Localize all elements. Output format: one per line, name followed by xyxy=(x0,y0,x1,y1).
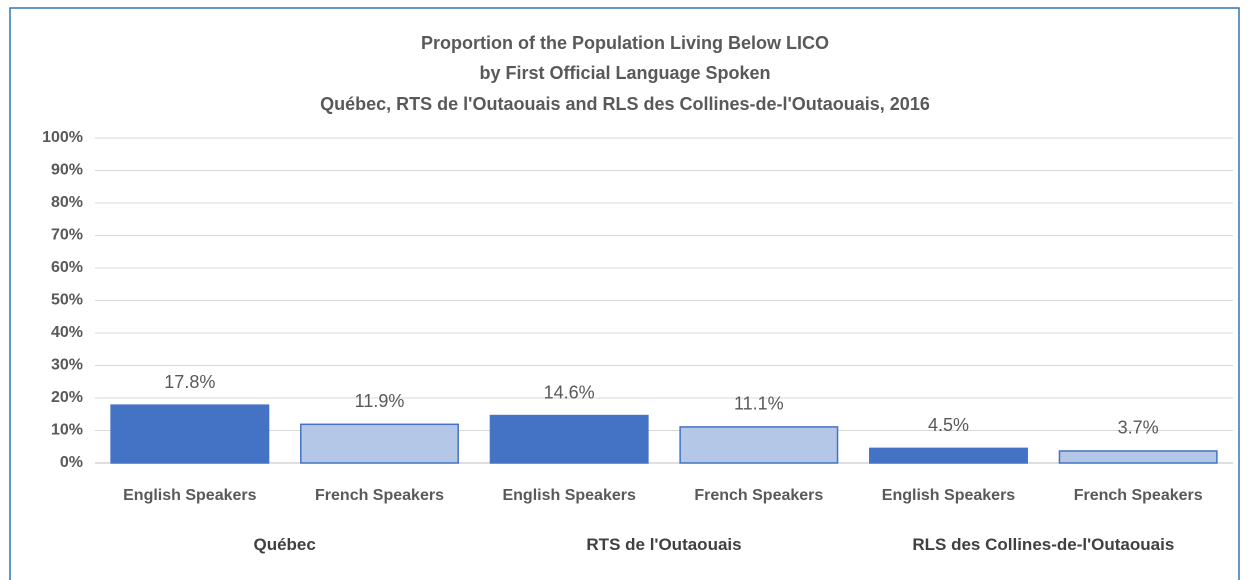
x-tick-label: French Speakers xyxy=(315,487,444,504)
y-tick-label: 90% xyxy=(51,162,83,179)
frame xyxy=(9,7,1240,580)
y-tick-label: 70% xyxy=(51,227,83,244)
data-label: 11.9% xyxy=(355,391,405,411)
x-tick-label: English Speakers xyxy=(882,487,1015,504)
group-label: RTS de l'Outaouais xyxy=(586,535,742,554)
bar xyxy=(110,404,270,464)
x-tick-label: French Speakers xyxy=(694,487,823,504)
x-tick-label: English Speakers xyxy=(502,487,635,504)
data-label: 3.7% xyxy=(1118,418,1159,438)
chart-title: Proportion of the Population Living Belo… xyxy=(421,33,829,53)
x-tick-label: French Speakers xyxy=(1074,487,1203,504)
y-tick-label: 10% xyxy=(51,422,83,439)
data-label: 17.8% xyxy=(164,372,215,392)
bar xyxy=(300,423,459,464)
y-tick-label: 0% xyxy=(60,454,83,471)
chart-subtitle: Québec, RTS de l'Outaouais and RLS des C… xyxy=(320,94,930,114)
data-label: 14.6% xyxy=(544,382,595,402)
bar xyxy=(869,447,1028,464)
data-label: 11.1% xyxy=(734,394,784,414)
y-tick-label: 100% xyxy=(42,129,83,146)
y-tick-label: 30% xyxy=(51,357,83,374)
y-tick-label: 60% xyxy=(51,259,83,276)
group-label: RLS des Collines-de-l'Outaouais xyxy=(912,535,1175,554)
chart-subtitle: by First Official Language Spoken xyxy=(479,63,770,83)
y-tick-label: 50% xyxy=(51,292,83,309)
group-label: Québec xyxy=(253,535,316,554)
bar xyxy=(679,426,839,464)
y-tick-label: 20% xyxy=(51,389,83,406)
y-tick-label: 40% xyxy=(51,324,83,341)
bar xyxy=(489,414,649,464)
data-label: 4.5% xyxy=(928,415,969,435)
x-tick-label: English Speakers xyxy=(123,487,256,504)
y-tick-label: 80% xyxy=(51,194,83,211)
bar xyxy=(1058,450,1218,464)
